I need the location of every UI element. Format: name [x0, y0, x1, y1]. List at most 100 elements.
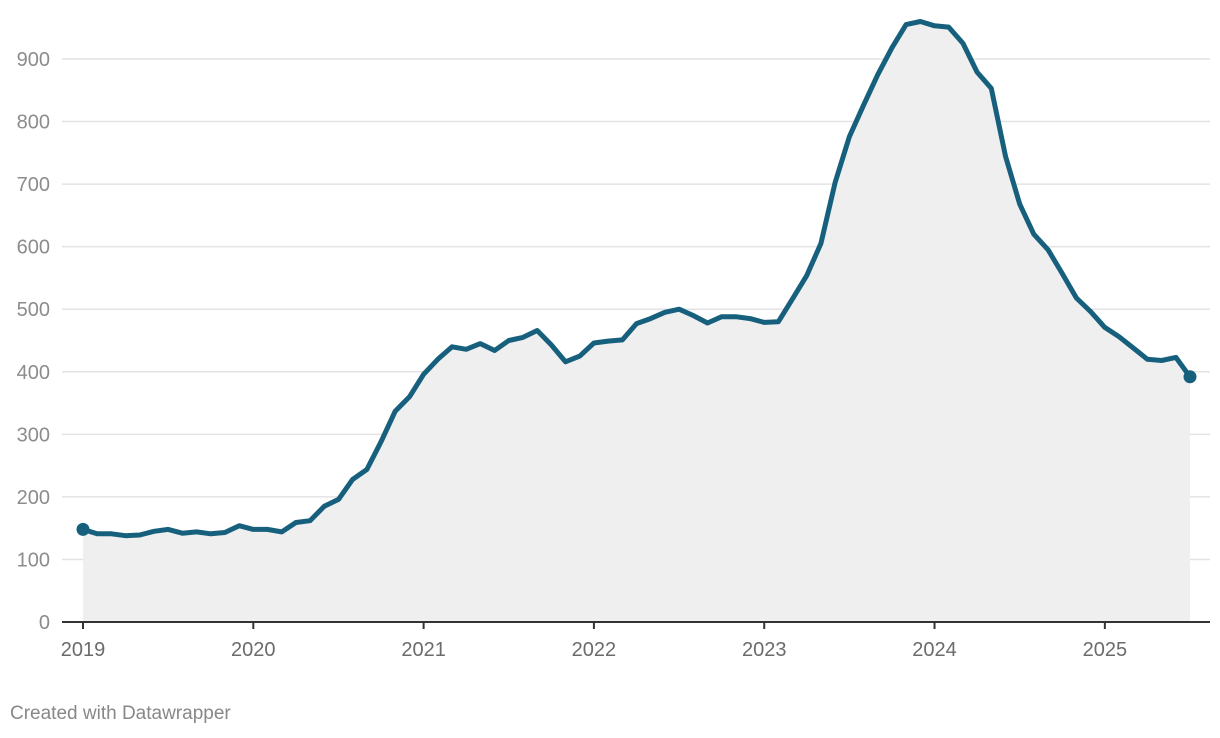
data-point-24: [422, 372, 426, 376]
data-point-54: [847, 135, 851, 139]
gridlines: [62, 58, 1210, 561]
data-point-37: [606, 339, 610, 343]
data-point-61: [947, 25, 951, 29]
data-point-77: [1174, 355, 1178, 359]
x-tick-label-2020: 2020: [231, 639, 276, 661]
x-axis-ticks: 2019 2020 2021 2022 2023 2024 2025: [61, 622, 1127, 661]
data-point-22: [393, 409, 397, 413]
data-point-67: [1032, 232, 1036, 236]
data-point-8: [195, 530, 199, 534]
data-point-13: [265, 527, 269, 531]
data-point-53: [833, 180, 837, 184]
data-point-55: [862, 103, 866, 107]
data-point-78: [1183, 370, 1197, 384]
data-point-43: [691, 314, 695, 318]
x-tick-label-2024: 2024: [912, 639, 957, 661]
data-point-5: [152, 529, 156, 533]
data-point-31: [521, 335, 525, 339]
data-point-4: [138, 533, 142, 537]
datawrapper-credit: Created with Datawrapper: [10, 703, 231, 724]
data-point-25: [436, 357, 440, 361]
data-point-66: [1018, 202, 1022, 206]
data-point-64: [989, 86, 993, 90]
data-point-45: [720, 315, 724, 319]
data-point-36: [592, 341, 596, 345]
data-point-26: [450, 345, 454, 349]
data-point-49: [776, 320, 780, 324]
data-point-59: [918, 20, 922, 24]
x-tick-label-2021: 2021: [401, 639, 446, 661]
data-point-23: [408, 395, 412, 399]
data-point-34: [564, 360, 568, 364]
data-point-3: [124, 534, 128, 538]
data-point-46: [734, 315, 738, 319]
data-point-63: [975, 70, 979, 74]
data-point-70: [1074, 296, 1078, 300]
data-point-75: [1145, 357, 1149, 361]
data-point-52: [819, 242, 823, 246]
data-point-38: [620, 338, 624, 342]
x-tick-label-2023: 2023: [742, 639, 787, 661]
data-point-71: [1089, 310, 1093, 314]
y-tick-label-500: 500: [17, 299, 50, 321]
data-point-35: [578, 354, 582, 358]
y-tick-label-200: 200: [17, 487, 50, 509]
data-point-11: [237, 524, 241, 528]
data-point-15: [294, 521, 298, 525]
data-point-51: [805, 273, 809, 277]
data-point-76: [1160, 359, 1164, 363]
data-point-56: [876, 73, 880, 77]
area-fill: [83, 21, 1190, 622]
data-point-50: [791, 297, 795, 301]
data-point-28: [478, 342, 482, 346]
data-point-65: [1004, 155, 1008, 159]
data-point-27: [464, 347, 468, 351]
data-point-2: [109, 532, 113, 536]
data-point-12: [251, 527, 255, 531]
data-point-47: [748, 317, 752, 321]
data-point-69: [1060, 272, 1064, 276]
x-tick-label-2019: 2019: [61, 639, 106, 661]
data-point-42: [677, 307, 681, 311]
data-point-20: [365, 467, 369, 471]
data-point-48: [762, 320, 766, 324]
y-tick-label-900: 900: [17, 49, 50, 71]
data-point-58: [904, 23, 908, 27]
data-point-74: [1131, 346, 1135, 350]
data-point-68: [1046, 248, 1050, 252]
data-point-60: [933, 24, 937, 28]
series-points: [76, 20, 1197, 538]
x-tick-label-2025: 2025: [1083, 639, 1128, 661]
data-point-29: [493, 349, 497, 353]
y-tick-label-800: 800: [17, 112, 50, 134]
data-point-10: [223, 531, 227, 535]
data-point-39: [635, 322, 639, 326]
data-point-62: [961, 41, 965, 45]
data-point-6: [166, 527, 170, 531]
y-tick-label-400: 400: [17, 362, 50, 384]
data-point-40: [649, 317, 653, 321]
x-tick-label-2022: 2022: [572, 639, 617, 661]
data-point-41: [663, 310, 667, 314]
y-tick-label-700: 700: [17, 174, 50, 196]
y-tick-label-300: 300: [17, 424, 50, 446]
data-point-32: [535, 329, 539, 333]
data-point-14: [280, 530, 284, 534]
y-axis-ticks: 0 100 200 300 400 500 600 700 800 900: [17, 49, 50, 634]
data-point-57: [890, 46, 894, 50]
data-point-7: [180, 531, 184, 535]
data-point-21: [379, 440, 383, 444]
data-point-0: [76, 522, 90, 536]
data-point-19: [351, 477, 355, 481]
data-point-16: [308, 519, 312, 523]
data-point-1: [95, 532, 99, 536]
data-point-9: [209, 532, 213, 536]
y-tick-label-600: 600: [17, 237, 50, 259]
y-tick-label-0: 0: [39, 612, 50, 634]
data-point-73: [1117, 335, 1121, 339]
series-line: [80, 19, 1193, 539]
y-tick-label-100: 100: [17, 549, 50, 571]
data-point-33: [549, 343, 553, 347]
data-point-18: [337, 497, 341, 501]
